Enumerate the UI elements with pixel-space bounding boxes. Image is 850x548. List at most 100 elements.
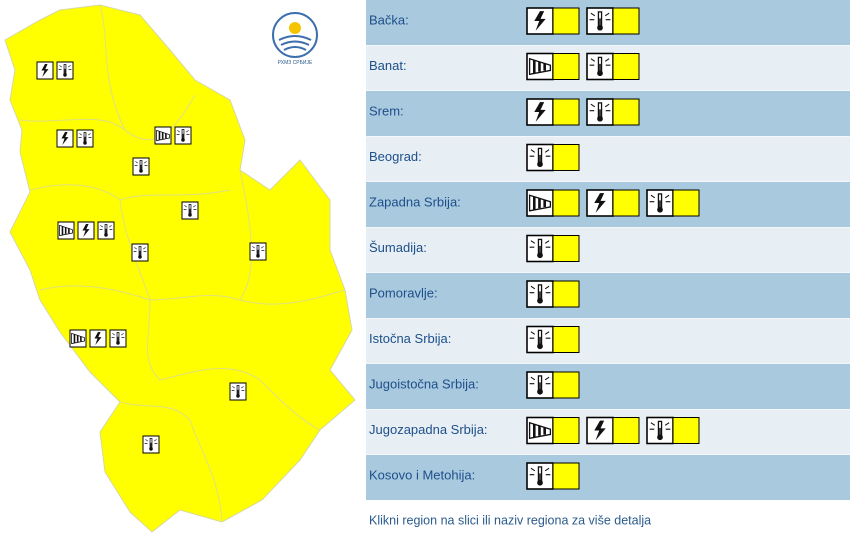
rays xyxy=(529,285,551,294)
thermo-bulb xyxy=(597,115,603,122)
rays xyxy=(133,247,147,252)
logo-sun xyxy=(289,22,301,34)
thermo-fill xyxy=(139,250,141,257)
heat-icon xyxy=(586,7,614,35)
region-table: Bačka: Banat: Srem: Beograd: Zapadna Srbija:… xyxy=(366,0,850,500)
heat-icon xyxy=(109,329,127,348)
region-name[interactable]: Beograd: xyxy=(369,149,422,164)
thermo-bulb xyxy=(597,24,603,31)
warning-level xyxy=(672,189,700,217)
thermo-bulb xyxy=(116,341,120,345)
rays xyxy=(78,133,92,138)
row-bg xyxy=(366,318,850,364)
heat-icon xyxy=(174,126,192,145)
bolt xyxy=(41,64,49,77)
region-name[interactable]: Jugozapadna Srbija: xyxy=(369,422,488,437)
heat-icon xyxy=(526,325,554,354)
region-name[interactable]: Zapadna Srbija: xyxy=(369,194,461,209)
thermo-fill xyxy=(659,200,661,210)
heat-icon xyxy=(526,234,554,263)
heat-icon xyxy=(646,416,674,445)
warning-level xyxy=(552,326,580,353)
thermo-fill xyxy=(539,154,541,164)
border xyxy=(159,368,321,431)
rays xyxy=(529,376,551,385)
rays xyxy=(649,422,671,430)
bolt xyxy=(534,11,546,31)
region-name[interactable]: Šumadija: xyxy=(369,240,427,255)
thermo-bulb xyxy=(236,394,240,398)
bolt xyxy=(534,102,546,122)
thermo-bulb xyxy=(537,388,543,395)
heat-icon xyxy=(181,201,199,220)
region-name[interactable]: Srem: xyxy=(369,103,404,118)
thermo-fill xyxy=(539,245,541,255)
warning-level xyxy=(552,7,580,35)
stripes xyxy=(158,131,167,140)
footer-bg xyxy=(366,500,850,548)
thermo-bulb xyxy=(83,141,87,145)
stripes xyxy=(532,196,546,210)
rays xyxy=(134,161,148,166)
stripes xyxy=(61,226,70,235)
rays xyxy=(589,103,611,112)
rays xyxy=(183,205,197,210)
region-name[interactable]: Bačka: xyxy=(369,12,409,27)
heat-icon xyxy=(97,221,115,240)
heat-icon xyxy=(646,189,674,217)
warning-level xyxy=(612,7,640,35)
logo: РХМЗ СРБИЈЕ xyxy=(272,12,318,66)
logo-waves xyxy=(278,35,312,51)
heat-icon xyxy=(526,143,554,172)
thermo-bulb xyxy=(188,213,192,217)
thermo-fill xyxy=(84,136,86,143)
thermo-bulb xyxy=(256,254,260,258)
region-name[interactable]: Istočna Srbija: xyxy=(369,331,451,346)
rays xyxy=(589,12,611,21)
bolt xyxy=(94,332,102,345)
stripes xyxy=(532,424,546,437)
map-icons xyxy=(36,61,267,454)
rays xyxy=(144,439,158,444)
thermo-fill xyxy=(599,63,601,73)
stripes xyxy=(532,60,546,73)
heat-icon xyxy=(56,61,74,80)
warning-level xyxy=(552,462,580,490)
thermo-fill xyxy=(539,291,541,301)
warning-level xyxy=(672,417,700,444)
heat-icon xyxy=(142,435,160,454)
thermo-fill xyxy=(539,382,541,392)
wind-icon xyxy=(57,221,75,240)
region-name[interactable]: Pomoravlje: xyxy=(369,285,438,300)
warning-level xyxy=(552,144,580,171)
warning-level xyxy=(552,53,580,80)
thermo-bulb xyxy=(537,161,543,168)
logo-text: РХМЗ СРБИЈЕ xyxy=(278,60,313,66)
bolt xyxy=(82,224,90,237)
warning-level xyxy=(612,98,640,126)
rays xyxy=(529,467,551,476)
region-name[interactable]: Kosovo i Metohija: xyxy=(369,467,475,482)
heat-icon xyxy=(586,52,614,81)
region-name[interactable]: Banat: xyxy=(369,58,407,73)
border xyxy=(119,401,223,523)
heat-icon xyxy=(526,462,554,490)
thermo-fill xyxy=(539,473,541,483)
thermo-bulb xyxy=(537,297,543,304)
region-name[interactable]: Jugoistočna Srbija: xyxy=(369,376,479,391)
thermo-fill xyxy=(659,427,661,437)
thermo-bulb xyxy=(537,343,543,350)
heat-icon xyxy=(132,157,150,176)
rays xyxy=(529,240,551,248)
row-bg xyxy=(366,364,850,409)
thermo-bulb xyxy=(139,169,143,173)
thermo-fill xyxy=(64,68,66,75)
rays xyxy=(231,386,245,391)
wind-icon xyxy=(526,416,554,445)
rays xyxy=(529,331,551,339)
thermo-bulb xyxy=(597,70,603,77)
heat-icon xyxy=(249,242,267,261)
rays xyxy=(111,333,125,338)
